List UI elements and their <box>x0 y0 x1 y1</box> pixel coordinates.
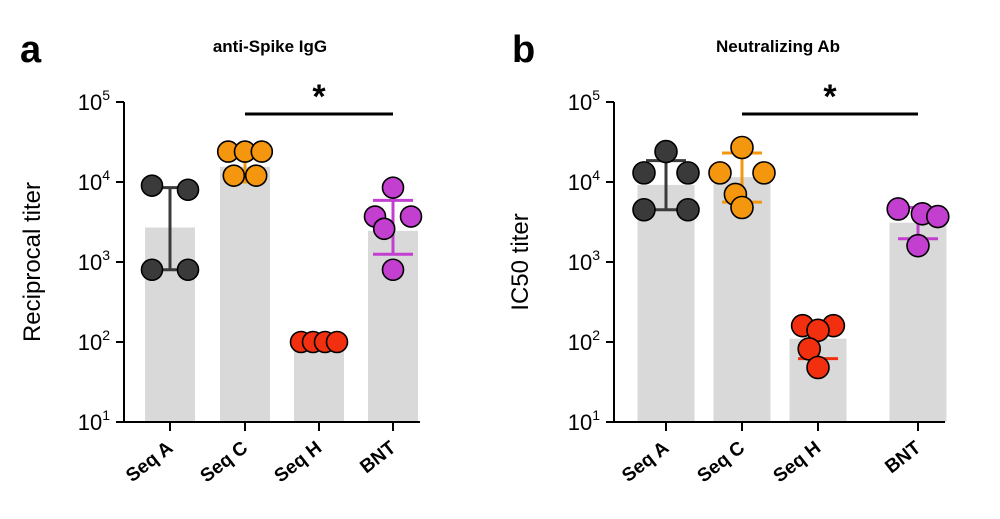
panel-b: b Neutralizing Ab IC50 titer 101 102 103 10… <box>507 29 950 487</box>
panel-a-y-axis-label: Reciprocal titer <box>19 182 46 342</box>
panel-a-point-0-2 <box>140 258 164 282</box>
panel-a-point-3-4 <box>381 258 405 282</box>
panel-b-y-tick-label-3: 104 <box>568 167 600 195</box>
panel-b-category-label-3: BNT <box>881 437 925 478</box>
panel-a-significance-star: * <box>312 78 326 116</box>
panel-a-letter: a <box>20 29 42 71</box>
panel-b-category-label-0: Seq A <box>618 437 673 486</box>
panel-b-point-0-4 <box>676 197 700 222</box>
panel-a-point-3-3 <box>372 217 396 241</box>
panel-b-point-0-2 <box>676 161 700 185</box>
panel-b-y-axis-label: IC50 titer <box>507 213 534 310</box>
panel-a-point-1-2 <box>250 140 274 163</box>
panel-a-point-2-3 <box>325 330 349 354</box>
panel-a-point-3-2 <box>399 205 423 228</box>
panel-a-category-label-1: Seq C <box>197 437 253 487</box>
panel-b-y-tick-label-2: 103 <box>568 247 600 275</box>
panel-a-category-label-2: Seq H <box>271 437 326 487</box>
panel-a-category-label-0: Seq A <box>122 437 177 486</box>
panel-a-y-tick-label-1: 102 <box>78 327 110 355</box>
panel-a-bar-2 <box>294 342 344 422</box>
panel-b-point-0-1 <box>632 161 656 185</box>
panel-b-point-0-3 <box>632 197 656 222</box>
panel-a-title: anti-Spike IgG <box>213 37 327 56</box>
panel-a-y-tick-label-3: 104 <box>78 167 110 195</box>
panel-b-category-label-1: Seq C <box>694 437 750 487</box>
panel-a-y-tick-label-2: 103 <box>78 247 110 275</box>
panel-a-point-1-3 <box>222 164 246 187</box>
panel-a-point-0-3 <box>176 258 200 282</box>
panel-a-bar-1 <box>220 166 270 422</box>
panel-a-category-label-3: BNT <box>356 437 400 478</box>
panel-b-category-label-2: Seq H <box>770 437 825 487</box>
panel-b-point-3-2 <box>925 204 950 229</box>
panel-b-significance-star: * <box>823 78 837 116</box>
panel-a-y-tick-label-0: 101 <box>78 407 110 435</box>
panel-a-point-0-0 <box>140 174 164 197</box>
panel-a-point-0-1 <box>176 178 200 202</box>
panel-b-y-tick-label-1: 102 <box>568 327 600 355</box>
panel-b-point-1-1 <box>708 161 732 185</box>
panel-b-point-2-4 <box>806 355 830 380</box>
panel-b-y-tick-label-0: 101 <box>568 407 600 435</box>
panel-b-title: Neutralizing Ab <box>716 37 840 56</box>
panel-b-point-3-3 <box>906 233 930 258</box>
panel-b-y-tick-label-4: 105 <box>568 87 600 115</box>
panel-a: a anti-Spike IgG Reciprocal titer 101 102… <box>19 29 423 487</box>
panel-b-letter: b <box>512 29 535 71</box>
panel-b-point-1-2 <box>752 161 776 185</box>
panel-b-point-3-0 <box>886 197 911 221</box>
panel-a-y-tick-label-4: 105 <box>78 87 110 115</box>
panel-b-point-1-4 <box>730 195 754 220</box>
panel-b-bar-0 <box>637 184 695 422</box>
panel-b-point-0-0 <box>654 139 678 164</box>
panel-a-point-3-0 <box>381 176 405 199</box>
panel-b-point-1-0 <box>730 135 754 160</box>
panel-a-point-1-4 <box>244 164 268 187</box>
